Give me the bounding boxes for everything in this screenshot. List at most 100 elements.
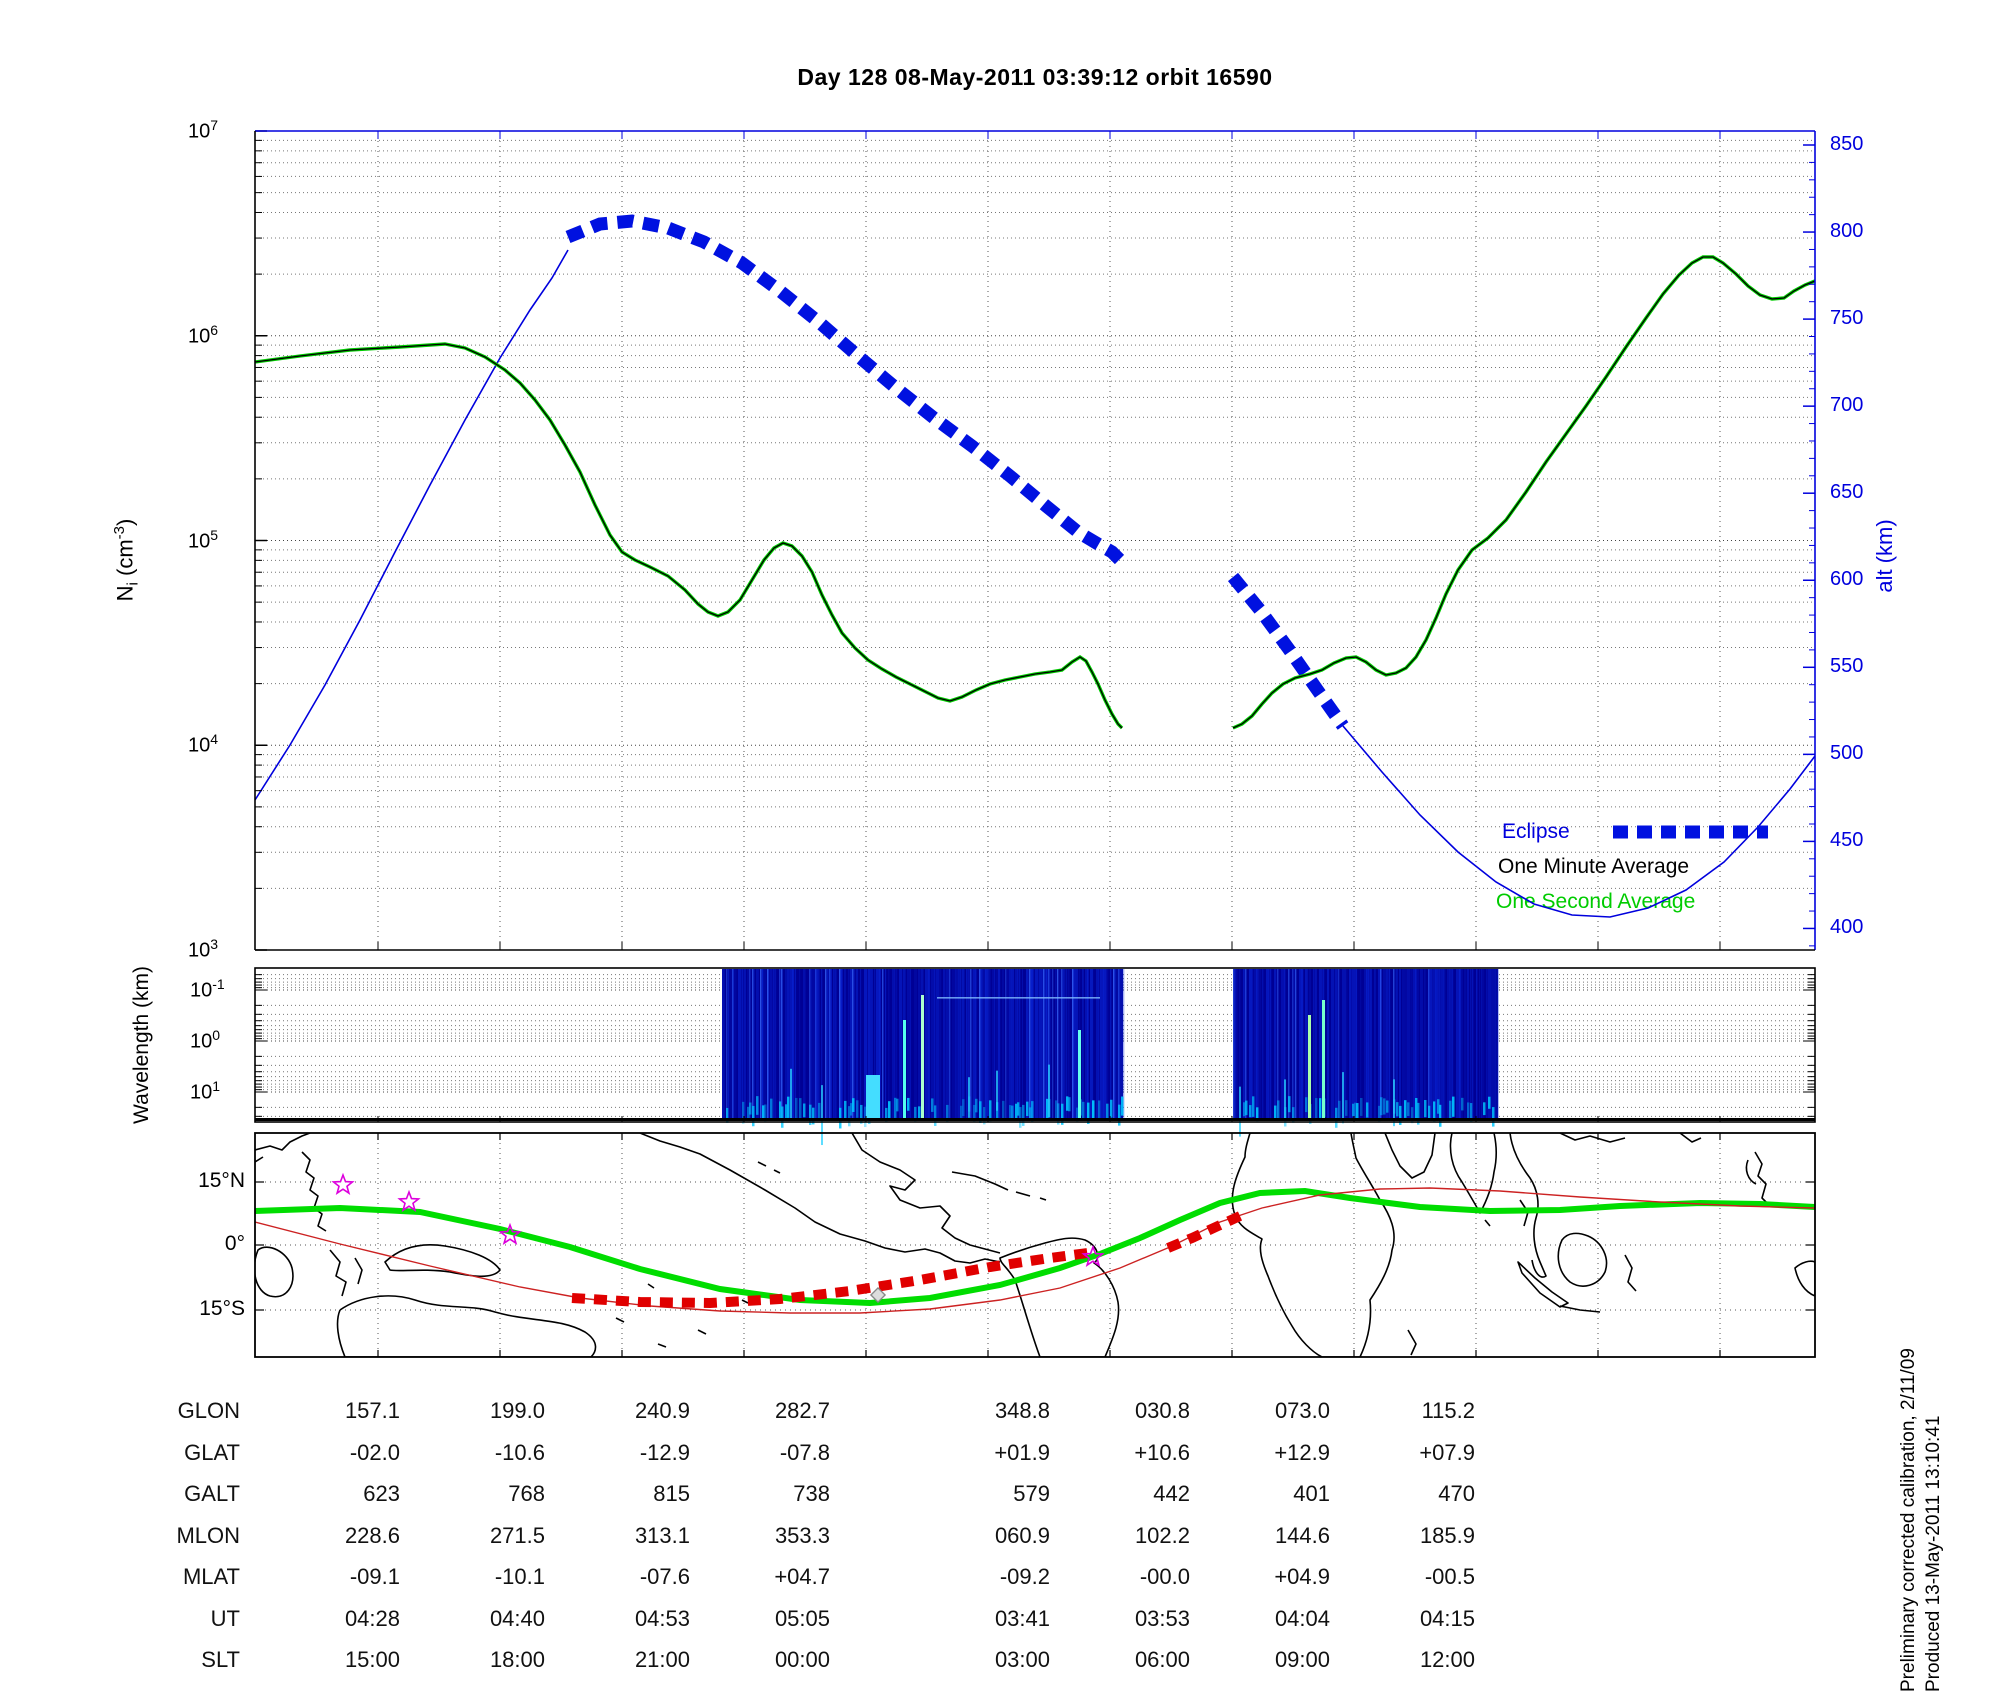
table-cell: 18:00 [489,1647,545,1672]
coastline-34 [1794,1260,1815,1297]
altitude-curve-descending [1342,725,1816,918]
coastline-30 [1559,1305,1601,1313]
table-cell: 03:00 [994,1647,1050,1672]
coastline-22 [1407,1329,1417,1356]
density-tick-10e4: 104 [188,731,219,757]
table-row-label: GLON [177,1398,240,1423]
station-star-4 [1081,1244,1105,1267]
density-altitude-panel [254,130,1816,951]
table-cell: +04.7 [774,1564,830,1589]
table-cell: 00:00 [774,1647,830,1672]
coastline-1 [255,1156,264,1163]
table-cell: -07.6 [639,1564,690,1589]
spectrogram-bright-column-3 [1078,1030,1081,1118]
ground-track-map-panel [254,1132,1816,1358]
alt-tick-600: 600 [1830,568,1864,591]
spectrogram-bright-column-4 [1308,1015,1311,1118]
table-cell: +01.9 [994,1440,1050,1465]
density-tick-10e6: 106 [188,321,219,348]
wavelength-spectrogram-panel [254,967,1816,1146]
table-cell: 06:00 [1134,1647,1190,1672]
table-cell: -00.0 [1139,1564,1190,1589]
coastline-29 [1557,1232,1608,1287]
coastline-8 [615,1317,625,1323]
coastline-28 [1517,1261,1569,1308]
table-cell: 115.2 [1421,1398,1475,1423]
wavelength-tick-10e0: 100 [190,1027,221,1053]
coastline-4 [329,1249,347,1297]
coastline-19 [1039,1197,1047,1201]
coastline-0 [255,1133,311,1151]
magnetic-equator-line [255,1187,1815,1307]
coastline-18 [1015,1191,1031,1197]
wavelength-axis-label: Wavelength (km) [130,966,153,1124]
top-axis-ticks [255,130,1815,951]
one-minute-average-curve-b [1232,256,1816,729]
spectrogram-bright-column-2 [866,1075,880,1118]
table-cell: 470 [1438,1481,1475,1506]
alt-tick-400: 400 [1830,916,1864,939]
coastline-9 [647,1283,655,1289]
table-cell: 030.8 [1134,1398,1190,1423]
table-cell: 442 [1153,1481,1190,1506]
table-cell: 313.1 [634,1523,690,1548]
coastline-16 [851,1133,1001,1254]
table-cell: 144.6 [1274,1523,1330,1548]
coastline-17 [951,1171,1009,1191]
table-cell: -10.6 [494,1440,545,1465]
table-cell: -10.1 [494,1564,545,1589]
coastline-36 [1679,1133,1702,1143]
table-cell: 271.5 [489,1523,545,1548]
coastline-35 [1559,1133,1626,1143]
coastline-12 [657,1343,667,1348]
coastline-11 [741,1299,749,1304]
station-star-2 [397,1189,421,1212]
wavelength-ticks [255,974,1815,1122]
coastline-32 [1754,1151,1771,1207]
density-tick-10e5: 105 [188,526,219,553]
density-tick-10e7: 107 [188,117,219,143]
table-cell: 04:28 [344,1606,400,1631]
coastline-21 [1231,1133,1395,1357]
spectrogram-blocks [722,969,1499,1146]
table-cell: 228.6 [344,1523,400,1548]
one-second-average-curve-b [1232,255,1816,730]
spectrogram-bright-column-5 [1322,1000,1325,1118]
map-eclipse-segment-1 [571,1247,1096,1309]
altitude-axis-label: alt (km) [1872,519,1897,593]
alt-tick-800: 800 [1830,220,1864,243]
one-second-average-curve-a [254,342,1124,730]
alt-tick-450: 450 [1830,829,1864,852]
spacecraft-diamond-marker [869,1286,887,1304]
coastline-5 [354,1257,363,1285]
coastline-10 [697,1329,707,1335]
table-cell: 199.0 [489,1398,545,1423]
production-note-line1: Preliminary corrected calibration, 2/11/… [1898,1348,1919,1692]
spectrogram-horizontal-streak [937,997,1100,999]
coastline-6 [384,1243,501,1278]
table-cell: 185.9 [1419,1523,1475,1548]
coastline-20 [999,1237,1120,1357]
table-cell: 03:53 [1134,1606,1190,1631]
legend-one-minute-average: One Minute Average [1498,855,1690,878]
table-cell: -12.9 [639,1440,690,1465]
map-panel-border [254,1132,1816,1358]
table-row-label: MLON [176,1523,240,1548]
map-lat-15s: 15°S [199,1297,245,1320]
coastline-15 [639,1133,1001,1264]
table-cell: +04.9 [1274,1564,1330,1589]
table-cell: 04:15 [1419,1606,1475,1631]
production-note: Preliminary corrected calibration, 2/11/… [1896,1132,1946,1692]
table-cell: 738 [793,1481,830,1506]
table-row-label: SLT [201,1647,240,1672]
alt-tick-850: 850 [1830,133,1864,155]
table-cell: -02.0 [349,1440,400,1465]
table-cell: 623 [363,1481,400,1506]
table-cell: 060.9 [994,1523,1050,1548]
spectrogram-bright-column-0 [903,1020,906,1118]
table-cell: 15:00 [344,1647,400,1672]
wavelength-panel-border [254,967,1816,1123]
alt-tick-750: 750 [1830,307,1864,330]
table-cell: 157.1 [344,1398,400,1423]
altitude-curve-ascending [254,249,569,801]
